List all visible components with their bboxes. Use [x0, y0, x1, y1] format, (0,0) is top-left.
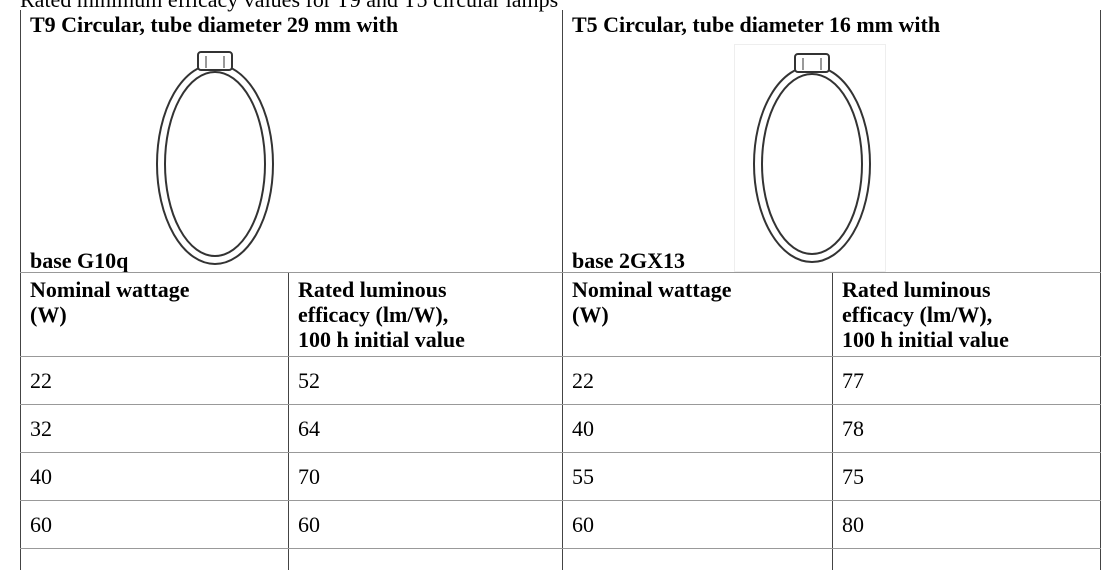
- cell: 75: [842, 464, 864, 489]
- column-header: Nominal wattage (W): [572, 277, 731, 327]
- cell: 60: [298, 512, 320, 537]
- border: [20, 548, 1101, 549]
- column-header: Rated luminous efficacy (lm/W), 100 h in…: [298, 277, 465, 352]
- lamp-image: [734, 44, 886, 272]
- document: Rated minimum efficacy values for T9 and…: [0, 0, 1108, 570]
- cell: 22: [572, 368, 594, 393]
- border: [20, 10, 21, 570]
- cell: 52: [298, 368, 320, 393]
- caption: Rated minimum efficacy values for T9 and…: [20, 0, 558, 12]
- group-base: base G10q: [30, 248, 128, 273]
- border: [832, 272, 833, 570]
- cell: 40: [572, 416, 594, 441]
- cell: 32: [30, 416, 52, 441]
- border: [1100, 10, 1101, 570]
- cell: 77: [842, 368, 864, 393]
- border: [20, 500, 1101, 501]
- cell: 22: [30, 368, 52, 393]
- cell: 60: [572, 512, 594, 537]
- border: [20, 404, 1101, 405]
- group-title: T9 Circular, tube diameter 29 mm with: [30, 12, 398, 37]
- column-header: Nominal wattage (W): [30, 277, 189, 327]
- border: [562, 10, 563, 570]
- border: [20, 356, 1101, 357]
- cell: 70: [298, 464, 320, 489]
- border: [20, 272, 1101, 273]
- lamp-image: [150, 42, 280, 272]
- border: [288, 272, 289, 570]
- border: [20, 452, 1101, 453]
- cell: 55: [572, 464, 594, 489]
- group-title: T5 Circular, tube diameter 16 mm with: [572, 12, 940, 37]
- cell: 80: [842, 512, 864, 537]
- group-base: base 2GX13: [572, 248, 685, 273]
- column-header: Rated luminous efficacy (lm/W), 100 h in…: [842, 277, 1009, 352]
- cell: 64: [298, 416, 320, 441]
- cell: 40: [30, 464, 52, 489]
- cell: 60: [30, 512, 52, 537]
- cell: 78: [842, 416, 864, 441]
